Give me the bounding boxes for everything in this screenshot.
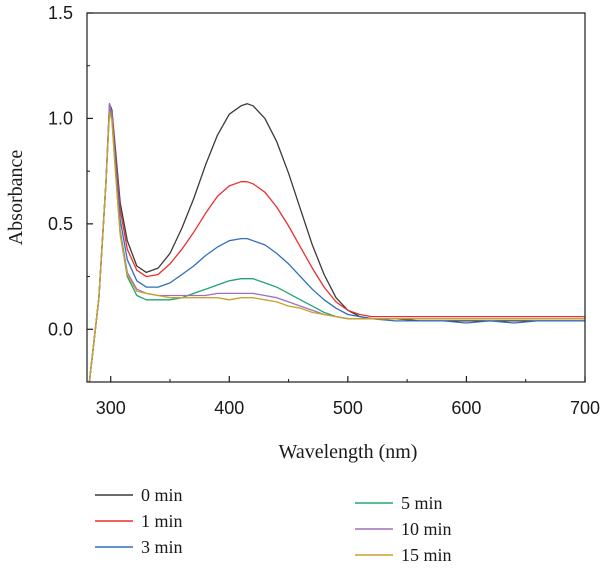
- y-tick-label: 0.0: [48, 319, 73, 339]
- legend-label: 15 min: [401, 545, 452, 565]
- y-tick-label: 0.5: [48, 214, 73, 234]
- plot-frame: [86, 12, 586, 383]
- y-axis-title: Absorbance: [5, 150, 27, 246]
- legend-label: 0 min: [141, 485, 183, 505]
- series-line-0-min: [88, 103, 585, 382]
- series-layer: [88, 103, 585, 382]
- y-tick-label: 1.0: [48, 108, 73, 128]
- x-tick-label: 400: [214, 398, 244, 418]
- ticks-layer: 300 400 500 600 700 0.0 0.5 1.0 1.5: [48, 3, 600, 418]
- legend-label: 5 min: [401, 493, 443, 513]
- x-tick-label: 500: [333, 398, 363, 418]
- series-line-5-min: [88, 109, 585, 382]
- series-line-1-min: [88, 105, 585, 382]
- x-axis-title: Wavelength (nm): [279, 441, 418, 463]
- x-tick-label: 700: [570, 398, 600, 418]
- series-line-15-min: [88, 111, 585, 382]
- legend-label: 1 min: [141, 511, 183, 531]
- y-tick-label: 1.5: [48, 3, 73, 23]
- legend: 0 min 1 min 3 min 5 min 10 min 15 min: [95, 485, 452, 565]
- series-line-10-min: [88, 103, 585, 382]
- x-tick-label: 300: [96, 398, 126, 418]
- legend-label: 3 min: [141, 537, 183, 557]
- series-line-3-min: [88, 107, 585, 382]
- x-tick-label: 600: [451, 398, 481, 418]
- legend-label: 10 min: [401, 519, 452, 539]
- axes-layer: [86, 12, 586, 383]
